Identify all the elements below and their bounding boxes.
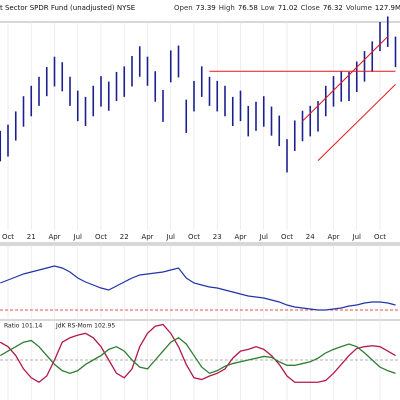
x-tick-label: Jul <box>259 233 269 241</box>
x-tick-label: Apr <box>327 233 339 241</box>
quote-label: High <box>218 4 235 12</box>
quote-value: 127.9M <box>374 4 400 12</box>
x-tick-label: Apr <box>234 233 246 241</box>
quote-value: 76.32 <box>322 4 343 12</box>
x-tick-label: 22 <box>120 233 129 241</box>
x-tick-label: 24 <box>306 233 315 241</box>
x-tick-label: Jul <box>352 233 362 241</box>
quote-label: Open <box>174 4 193 12</box>
series-line <box>0 336 396 375</box>
quote-value: 71.02 <box>277 4 298 12</box>
legend-entry: JdK RS-Mom 102.95 <box>55 323 115 330</box>
quote-label: Close <box>300 4 320 12</box>
x-tick-label: 21 <box>27 233 36 241</box>
x-tick-label: 23 <box>213 233 222 241</box>
x-tick-label: Jul <box>166 233 176 241</box>
x-tick-label: Oct <box>2 233 14 241</box>
x-tick-label: Apr <box>48 233 60 241</box>
quote: Open 73.39 High 76.58 Low 71.02 Close 76.32 Volu… <box>174 4 400 12</box>
series-line <box>0 323 396 384</box>
legend-entry: Ratio 101.14 <box>4 323 42 330</box>
quote-value: 76.58 <box>237 4 258 12</box>
x-tick-label: Oct <box>374 233 386 241</box>
quote-value: 73.39 <box>195 4 216 12</box>
quote-label: Volume <box>345 4 372 12</box>
rs-line <box>0 265 396 311</box>
quote-label: Low <box>260 4 275 12</box>
trendline <box>317 84 396 162</box>
header: t Sector SPDR Fund (unadjusted) NYSE Ope… <box>0 0 400 16</box>
title: t Sector SPDR Fund (unadjusted) NYSE <box>0 4 136 12</box>
x-tick-label: Oct <box>188 233 200 241</box>
trendline <box>302 36 389 122</box>
x-tick-label: Apr <box>141 233 153 241</box>
x-tick-label: Jul <box>73 233 83 241</box>
x-tick-label: Oct <box>281 233 293 241</box>
x-tick-label: Oct <box>95 233 107 241</box>
